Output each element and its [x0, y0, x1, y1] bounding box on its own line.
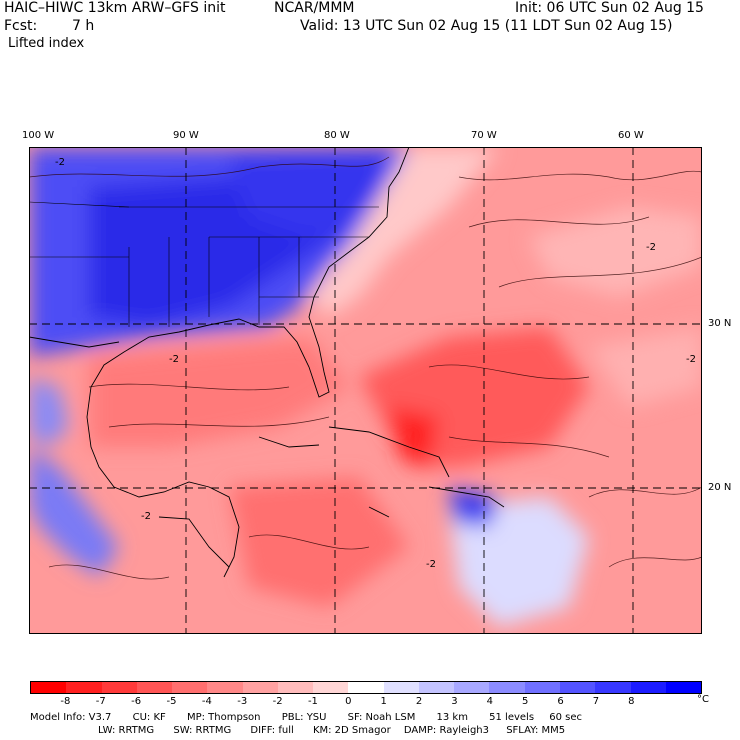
- colorbar-swatch: [242, 682, 278, 693]
- lat-label-30n: 30 N: [708, 318, 732, 329]
- footer-res: 13 km: [436, 712, 468, 723]
- contour-label: -2: [426, 559, 436, 570]
- colorbar-swatch: [207, 682, 243, 693]
- footer-sflay: SFLAY: MM5: [506, 725, 566, 736]
- lon-label-100w: 100 W: [22, 130, 55, 141]
- colorbar-tick-label: -4: [201, 696, 212, 707]
- footer-timestep: 60 sec: [549, 712, 583, 723]
- colorbar-tick-label: -3: [237, 696, 248, 707]
- colorbar-tick-label: 5: [521, 696, 529, 707]
- field-name: Lifted index: [8, 36, 85, 51]
- footer-pbl: PBL: YSU: [281, 712, 327, 723]
- init-time: Init: 06 UTC Sun 02 Aug 15: [515, 0, 704, 16]
- footer-mp: MP: Thompson: [186, 712, 261, 723]
- colorbar-unit: °C: [697, 694, 709, 705]
- colorbar-swatch: [172, 682, 208, 693]
- colorbar-swatch: [348, 682, 384, 693]
- lon-label-80w: 80 W: [324, 130, 350, 141]
- coastlines: [29, 147, 505, 578]
- lon-label-90w: 90 W: [173, 130, 199, 141]
- colorbar-swatch: [66, 682, 102, 693]
- colorbar-tick-label: -1: [307, 696, 318, 707]
- contours: [29, 156, 702, 580]
- lon-label-70w: 70 W: [471, 130, 497, 141]
- footer-lw: LW: RRTMG: [98, 725, 155, 736]
- model-title: HAIC–HIWC 13km ARW–GFS init: [4, 0, 226, 16]
- footer-km: KM: 2D Smagor: [312, 725, 391, 736]
- contour-label: -2: [646, 242, 656, 253]
- colorbar-tick-label: -7: [95, 696, 106, 707]
- colorbar-tick-label: 8: [628, 696, 635, 707]
- valid-time: Valid: 13 UTC Sun 02 Aug 15 (11 LDT Sun …: [300, 18, 673, 34]
- center-label: NCAR/MMM: [274, 0, 355, 16]
- state-borders: [29, 201, 379, 327]
- colorbar-swatch: [418, 682, 455, 693]
- colorbar-swatch: [136, 682, 173, 693]
- map-frame: [29, 147, 702, 634]
- colorbar-swatch: [313, 682, 349, 693]
- colorbar-swatch: [101, 682, 137, 693]
- footer-levels: 51 levels: [489, 712, 535, 723]
- lifted-index-map: -2 -2 -2 -2 -2 -2: [29, 147, 702, 634]
- shading-field: [29, 147, 702, 627]
- contour-labels: -2 -2 -2 -2 -2 -2: [55, 157, 696, 570]
- footer-line1: Model Info: V3.7 CU: KF MP: Thompson PBL…: [30, 712, 582, 723]
- contour-label: -2: [686, 354, 696, 365]
- colorbar-swatch: [277, 682, 314, 693]
- colorbar-tick-label: 4: [486, 696, 493, 707]
- contour-label: -2: [55, 157, 65, 168]
- colorbar-swatch: [665, 682, 702, 693]
- colorbar-tick-label: -8: [60, 696, 71, 707]
- colorbar-swatch: [630, 682, 666, 693]
- colorbar-swatch: [489, 682, 525, 693]
- forecast-label: Fcst:: [4, 18, 38, 34]
- footer-damp: DAMP: Rayleigh3: [403, 725, 490, 736]
- footer-cu: CU: KF: [132, 712, 166, 723]
- colorbar-tick-label: 6: [557, 696, 564, 707]
- colorbar-swatch: [383, 682, 419, 693]
- contour-label: -2: [141, 511, 151, 522]
- latlon-grid: [29, 147, 702, 634]
- colorbar-tick-label: 3: [451, 696, 458, 707]
- colorbar-tick-label: -5: [166, 696, 177, 707]
- colorbar-swatch: [31, 682, 67, 693]
- colorbar-tick-label: 7: [592, 696, 600, 707]
- colorbar: [30, 681, 702, 694]
- footer-model-info: Model Info: V3.7: [30, 712, 112, 723]
- footer-diff: DIFF: full: [250, 725, 294, 736]
- footer-sw: SW: RRTMG: [173, 725, 232, 736]
- footer-sf: SF: Noah LSM: [347, 712, 416, 723]
- footer-line2: LW: RRTMG SW: RRTMG DIFF: full KM: 2D Sm…: [98, 725, 565, 736]
- colorbar-tick-label: 0: [345, 696, 352, 707]
- colorbar-tick-label: 2: [415, 696, 423, 707]
- colorbar-tick-label: -6: [131, 696, 142, 707]
- lat-label-20n: 20 N: [708, 482, 732, 493]
- colorbar-swatch: [559, 682, 596, 693]
- colorbar-tick-label: -2: [272, 696, 283, 707]
- colorbar-swatch: [454, 682, 490, 693]
- lon-label-60w: 60 W: [618, 130, 644, 141]
- forecast-hour: 7 h: [72, 18, 95, 34]
- contour-label: -2: [169, 354, 179, 365]
- colorbar-tick-label: 1: [380, 696, 387, 707]
- colorbar-swatch: [595, 682, 631, 693]
- colorbar-swatch: [524, 682, 560, 693]
